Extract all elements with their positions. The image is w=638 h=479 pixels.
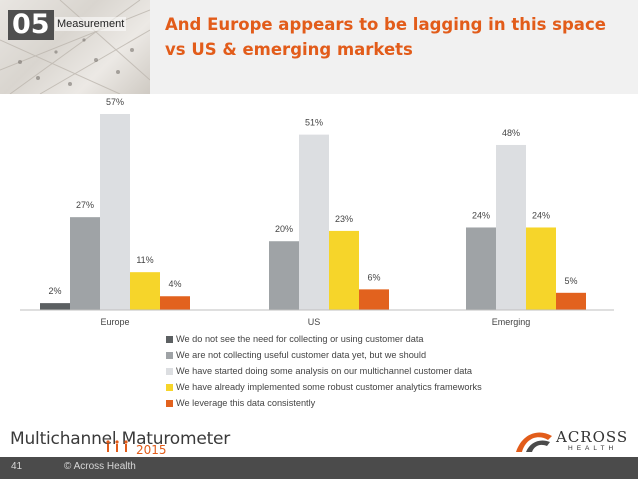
section-label: Measurement xyxy=(55,17,127,31)
figures-icon xyxy=(106,440,128,452)
legend-item-1: We do not see the need for collecting or… xyxy=(166,331,482,347)
legend-item-5: We leverage this data consistently xyxy=(166,395,482,411)
data-label-europe-series-4: 11% xyxy=(136,255,153,265)
photo-texture xyxy=(0,0,150,94)
page-number: 41 xyxy=(11,461,23,472)
category-label-europe: Europe xyxy=(100,317,129,327)
legend-label: We have started doing some analysis on o… xyxy=(176,366,473,376)
legend-label: We have already implemented some robust … xyxy=(176,382,482,392)
footer-bar xyxy=(0,457,638,479)
data-label-europe-series-3: 57% xyxy=(106,97,124,107)
data-label-europe-series-1: 2% xyxy=(48,286,61,296)
data-label-emerging-series-3: 48% xyxy=(502,128,520,138)
data-label-us-series-5: 6% xyxy=(367,272,380,282)
bar-us-series-3 xyxy=(299,134,329,310)
category-label-group: Europe US Emerging xyxy=(100,317,530,327)
value-label-group: 2% 27% 57% 11% 4% 20% 51% 23% 6% 24% 48% 24% 5% xyxy=(48,97,577,296)
legend-label: We do not see the need for collecting or… xyxy=(176,334,424,344)
bar-group xyxy=(40,114,586,310)
data-label-us-series-3: 51% xyxy=(305,118,323,128)
category-label-us: US xyxy=(308,317,321,327)
legend-swatch xyxy=(166,383,173,391)
data-label-emerging-series-5: 5% xyxy=(564,276,577,286)
section-photo: 05 Measurement xyxy=(0,0,150,94)
logo-wordmark: ACROSS xyxy=(556,428,629,446)
legend-swatch xyxy=(166,367,173,375)
data-label-us-series-2: 20% xyxy=(275,224,293,234)
bar-us-series-2 xyxy=(269,241,299,310)
bar-europe-series-2 xyxy=(70,217,100,310)
across-logo-icon xyxy=(516,432,552,452)
bar-europe-series-4 xyxy=(130,272,160,310)
brand-name: Multichannel Maturometer xyxy=(10,429,231,449)
logo-subtitle: HEALTH xyxy=(568,445,618,452)
data-label-europe-series-2: 27% xyxy=(76,200,94,210)
bar-europe-series-5 xyxy=(160,296,190,310)
brand-year: 2015 xyxy=(136,443,167,457)
bar-europe-series-3 xyxy=(100,114,130,310)
legend-label: We leverage this data consistently xyxy=(176,398,316,408)
copyright-text: © Across Health xyxy=(64,461,136,472)
legend-swatch xyxy=(166,335,173,343)
bar-emerging-series-4 xyxy=(526,227,556,310)
chart-legend: We do not see the need for collecting or… xyxy=(166,331,482,411)
bar-chart: 2% 27% 57% 11% 4% 20% 51% 23% 6% 24% 48% 24% 5% Euro… xyxy=(20,97,614,327)
legend-swatch xyxy=(166,399,173,407)
bar-emerging-series-5 xyxy=(556,292,586,310)
data-label-emerging-series-4: 24% xyxy=(532,210,550,220)
legend-label: We are not collecting useful customer da… xyxy=(176,350,427,360)
bar-us-series-4 xyxy=(329,230,359,310)
bar-us-series-5 xyxy=(359,289,389,310)
data-label-us-series-4: 23% xyxy=(335,214,353,224)
data-label-europe-series-5: 4% xyxy=(168,279,181,289)
legend-item-4: We have already implemented some robust … xyxy=(166,379,482,395)
bar-emerging-series-2 xyxy=(466,227,496,310)
data-label-emerging-series-2: 24% xyxy=(472,210,490,220)
legend-swatch xyxy=(166,351,173,359)
category-label-emerging: Emerging xyxy=(492,317,531,327)
slide-title: And Europe appears to be lagging in this… xyxy=(165,15,606,59)
legend-item-3: We have started doing some analysis on o… xyxy=(166,363,482,379)
bar-emerging-series-3 xyxy=(496,144,526,310)
legend-item-2: We are not collecting useful customer da… xyxy=(166,347,482,363)
bar-europe-series-1 xyxy=(40,303,70,310)
section-number: 05 xyxy=(8,10,54,40)
